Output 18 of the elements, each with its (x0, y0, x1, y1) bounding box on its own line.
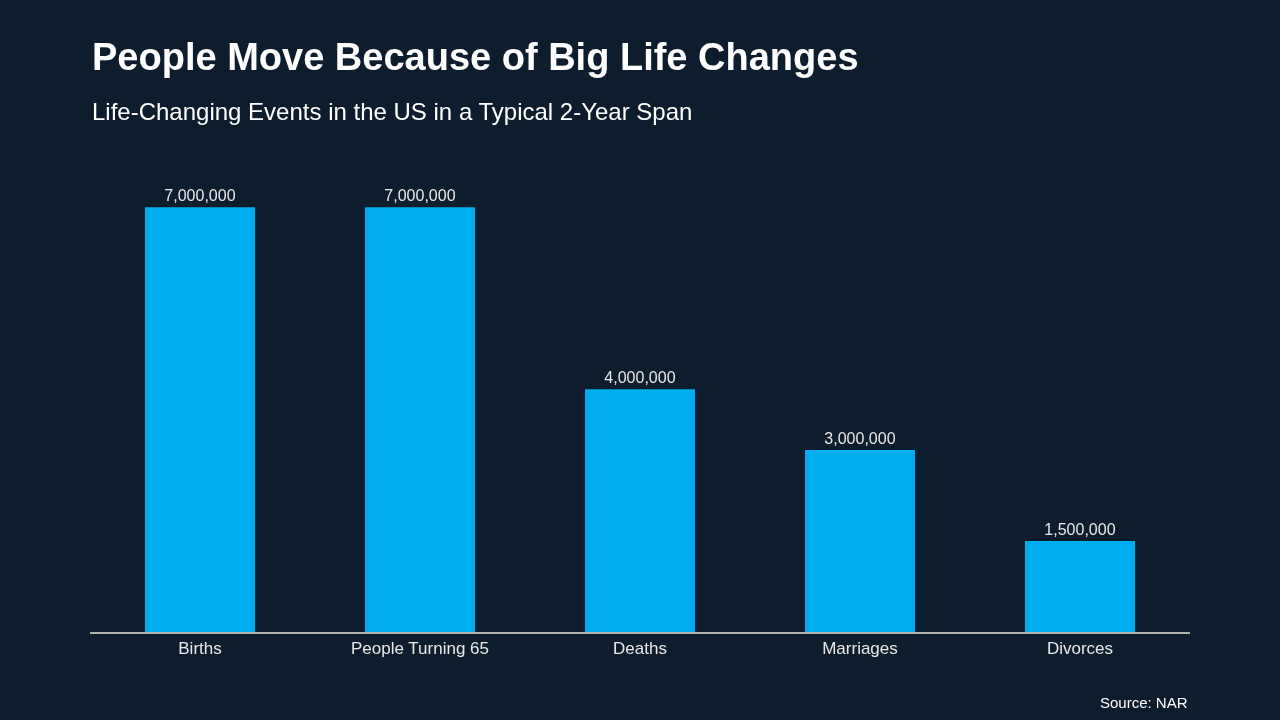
data-label: 7,000,000 (164, 187, 236, 205)
source-note: Source: NAR (1100, 694, 1188, 711)
x-tick-label: Divorces (1046, 639, 1114, 659)
x-tick-label: Births (178, 639, 222, 659)
chart-title: People Move Because of Big Life Changes (92, 36, 859, 78)
bar (365, 207, 475, 632)
bar (1025, 541, 1135, 632)
bar (585, 389, 695, 632)
data-label: 4,000,000 (604, 369, 676, 387)
x-tick-label: Deaths (613, 639, 667, 659)
x-tick-label: People Turning 65 (351, 639, 489, 659)
bar (145, 207, 255, 632)
data-label: 3,000,000 (824, 430, 896, 448)
data-label: 1,500,000 (1044, 521, 1116, 538)
bar (805, 450, 915, 632)
x-tick-label: Marriages (822, 639, 898, 659)
data-label: 7,000,000 (384, 187, 456, 205)
chart-subtitle: Life-Changing Events in the US in a Typical 2-Year Span (92, 98, 693, 125)
